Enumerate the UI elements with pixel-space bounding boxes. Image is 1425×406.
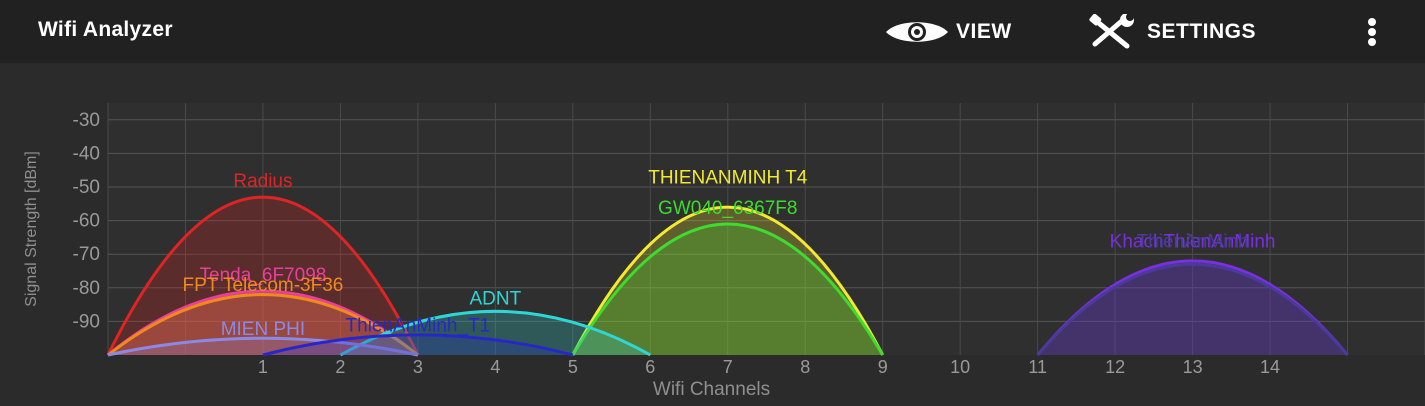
x-tick-label: 10 — [950, 357, 970, 377]
settings-label: SETTINGS — [1147, 20, 1257, 43]
x-tick-label: 8 — [800, 357, 810, 377]
signal-curve — [107, 293, 419, 357]
network-label: FPT Telecom-3F36 — [183, 275, 344, 296]
signal-curve — [571, 205, 885, 356]
x-axis-label: Wifi Channels — [653, 379, 770, 400]
x-tick-label: 11 — [1028, 357, 1047, 377]
x-tick-label: 4 — [490, 357, 500, 377]
network-label: Tenda_6F7098 — [200, 265, 327, 286]
signal-curve — [106, 195, 420, 356]
network-label: Radius — [233, 171, 292, 192]
network-label: ADNT — [469, 289, 521, 310]
x-tick-label: 6 — [645, 357, 655, 377]
network-label: KhachThienAnMinh — [1110, 231, 1276, 252]
x-tick-label: 7 — [723, 357, 733, 377]
network-label: ThienAnMinh — [1137, 231, 1249, 252]
settings-button[interactable]: SETTINGS — [1087, 14, 1256, 50]
app-bar: Wifi Analyzer VIEW SETTINGS — [0, 0, 1425, 63]
channel-graph: THIENANMINH T4 GW040_6367F8 Radius Tenda_6F… — [23, 103, 1425, 400]
y-tick-label: -70 — [73, 244, 100, 265]
x-tick-label: 9 — [878, 357, 888, 377]
x-tick-label: 12 — [1105, 357, 1125, 377]
more-vertical-icon — [1368, 18, 1376, 46]
x-tick-label: 3 — [413, 357, 423, 377]
signal-curve — [107, 336, 419, 357]
y-tick-label: -60 — [73, 211, 100, 232]
signal-curve — [571, 222, 884, 356]
view-label: VIEW — [956, 20, 1012, 43]
x-tick-label: 1 — [258, 357, 268, 377]
y-tick-label: -40 — [73, 143, 100, 164]
network-label: ThienAnMinh_T1 — [346, 315, 491, 336]
y-tick-label: -80 — [73, 278, 100, 299]
x-tick-label: 2 — [335, 357, 345, 377]
x-tick-label: 5 — [568, 357, 578, 377]
overflow-menu-button[interactable] — [1358, 14, 1386, 50]
wrench-screwdriver-icon — [1087, 14, 1141, 50]
x-tick-label: 14 — [1260, 357, 1280, 377]
signal-chart: THIENANMINH T4 GW040_6367F8 Radius Tenda_6F… — [0, 63, 1425, 401]
app-title: Wifi Analyzer — [38, 18, 173, 41]
y-tick-label: -50 — [73, 177, 100, 198]
signal-curve — [1036, 262, 1349, 356]
view-button[interactable]: VIEW — [884, 14, 1012, 50]
y-tick-label: -30 — [73, 110, 100, 131]
signal-curve — [262, 333, 574, 357]
y-tick-label: -90 — [73, 311, 100, 332]
y-axis-label: Signal Strength [dBm] — [23, 151, 40, 307]
network-label: GW040_6367F8 — [658, 198, 797, 219]
eye-icon — [884, 14, 950, 50]
plot-area — [108, 103, 1425, 355]
network-label: THIENANMINH T4 — [648, 168, 807, 189]
x-tick-label: 13 — [1183, 357, 1203, 377]
network-label: MIEN PHI — [221, 319, 305, 340]
